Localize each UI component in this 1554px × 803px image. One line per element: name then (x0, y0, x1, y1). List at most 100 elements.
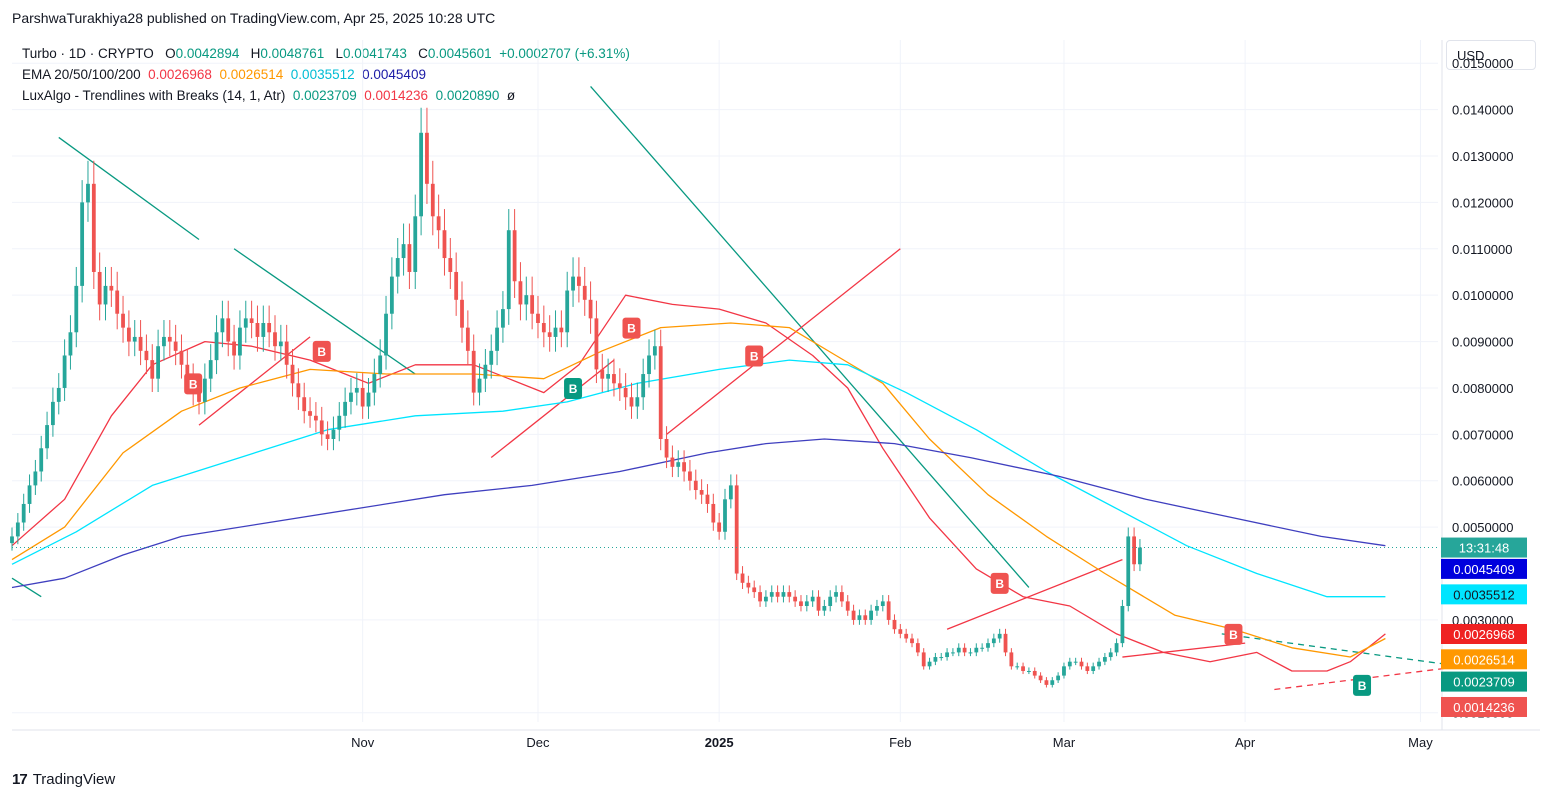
candle-body (501, 309, 505, 328)
candle-body (582, 285, 587, 300)
candle-body (366, 392, 371, 407)
footer-logo[interactable]: 17 TradingView (12, 771, 115, 788)
candle-body (1044, 680, 1049, 685)
red-trendline (1122, 642, 1246, 658)
candle-body (851, 610, 856, 620)
break-signal-badge (622, 317, 641, 339)
candle-body (1067, 661, 1072, 667)
candle-body (185, 364, 190, 379)
candle-body (1097, 661, 1101, 667)
candle-body (74, 285, 79, 333)
lux-upper-value: 0.0023709 (292, 88, 357, 103)
candle-body (524, 295, 529, 305)
candle-body (839, 592, 844, 602)
y-tick-label: 0.0110000 (1452, 242, 1513, 257)
candle-body (793, 596, 798, 602)
candle-body (325, 434, 330, 439)
break-signal-label: B (995, 577, 1004, 591)
x-tick-label: Dec (526, 735, 550, 750)
candle-body (980, 647, 985, 649)
candle-body (343, 401, 348, 416)
candle-body (664, 438, 669, 458)
candle-body (378, 355, 383, 375)
attribution: ParshwaTurakhiya28 published on TradingV… (12, 10, 496, 26)
candle-body (617, 383, 622, 388)
candle-body (606, 374, 611, 379)
candle-body (886, 601, 891, 620)
y-tick-label: 0.0090000 (1452, 335, 1513, 350)
currency-button[interactable]: USD (1446, 40, 1536, 70)
candle-body (1073, 661, 1078, 663)
candle-body (565, 290, 570, 333)
candle-body (1021, 666, 1025, 671)
candle-body (97, 271, 102, 305)
green-trendline (1221, 633, 1462, 667)
symbol-label[interactable]: Turbo · 1D · CRYPTO (22, 46, 154, 61)
candle-body (167, 336, 172, 342)
candle-body (1132, 536, 1136, 565)
candle-body (1038, 675, 1043, 681)
candle-body (915, 643, 920, 653)
luxalgo-label[interactable]: LuxAlgo - Trendlines with Breaks (14, 1,… (22, 88, 286, 103)
candle-body (489, 350, 494, 365)
candle-body (635, 397, 640, 407)
candle-body (875, 606, 879, 611)
candle-body (202, 378, 207, 402)
green-trendline (58, 136, 200, 241)
red-trendline (490, 359, 615, 459)
candle-body (641, 374, 646, 398)
candle-body (156, 346, 161, 379)
candle-body (728, 485, 733, 500)
break-signal-label: B (750, 349, 759, 363)
close-label: C (418, 46, 428, 61)
candle-body (308, 411, 312, 416)
candle-body (682, 462, 686, 472)
candle-body (39, 448, 44, 472)
ema-label[interactable]: EMA 20/50/100/200 (22, 67, 141, 82)
candle-body (91, 183, 96, 272)
candle-body (991, 638, 996, 644)
candle-body (121, 313, 125, 328)
low-label: L (335, 46, 344, 61)
candle-body (454, 271, 459, 300)
candle-body (249, 318, 254, 324)
candle-body (232, 341, 236, 356)
candle-body (360, 387, 365, 407)
candle-body (10, 536, 14, 544)
candle-body (372, 374, 377, 393)
candle-body (401, 244, 406, 259)
ema-legend: EMA 20/50/100/200 0.0026968 0.0026514 0.… (22, 67, 426, 82)
price-tag-label: 0.0023709 (1453, 675, 1514, 690)
candle-body (255, 323, 260, 337)
candle-body (506, 230, 511, 310)
candle-body (921, 652, 926, 667)
y-tick-label: 0.0050000 (1452, 520, 1513, 535)
candle-body (699, 490, 704, 495)
candle-body (144, 350, 149, 361)
candle-body (1056, 675, 1061, 681)
candle-body (536, 313, 540, 324)
luxalgo-legend: LuxAlgo - Trendlines with Breaks (14, 1,… (22, 88, 515, 103)
candle-body (331, 429, 336, 439)
candle-body (162, 336, 166, 347)
candle-body (273, 332, 277, 347)
x-tick-label: May (1408, 735, 1433, 750)
candle-body (1102, 657, 1107, 662)
break-signal-label: B (569, 382, 578, 396)
candle-body (62, 355, 67, 388)
candle-body (962, 647, 967, 653)
candle-body (804, 601, 809, 607)
candle-body (974, 647, 979, 653)
candle-body (986, 643, 990, 648)
candle-body (594, 318, 599, 370)
candle-body (1114, 643, 1119, 653)
candle-body (197, 392, 201, 402)
candle-body (430, 183, 435, 217)
price-tag-label: 0.0035512 (1453, 587, 1514, 602)
price-tag-label: 0.0014236 (1453, 700, 1514, 715)
hidden-icon[interactable]: ø (506, 88, 516, 103)
break-signal-badge (564, 377, 583, 399)
y-tick-label: 0.0140000 (1452, 103, 1513, 118)
green-trendline (590, 85, 1030, 588)
